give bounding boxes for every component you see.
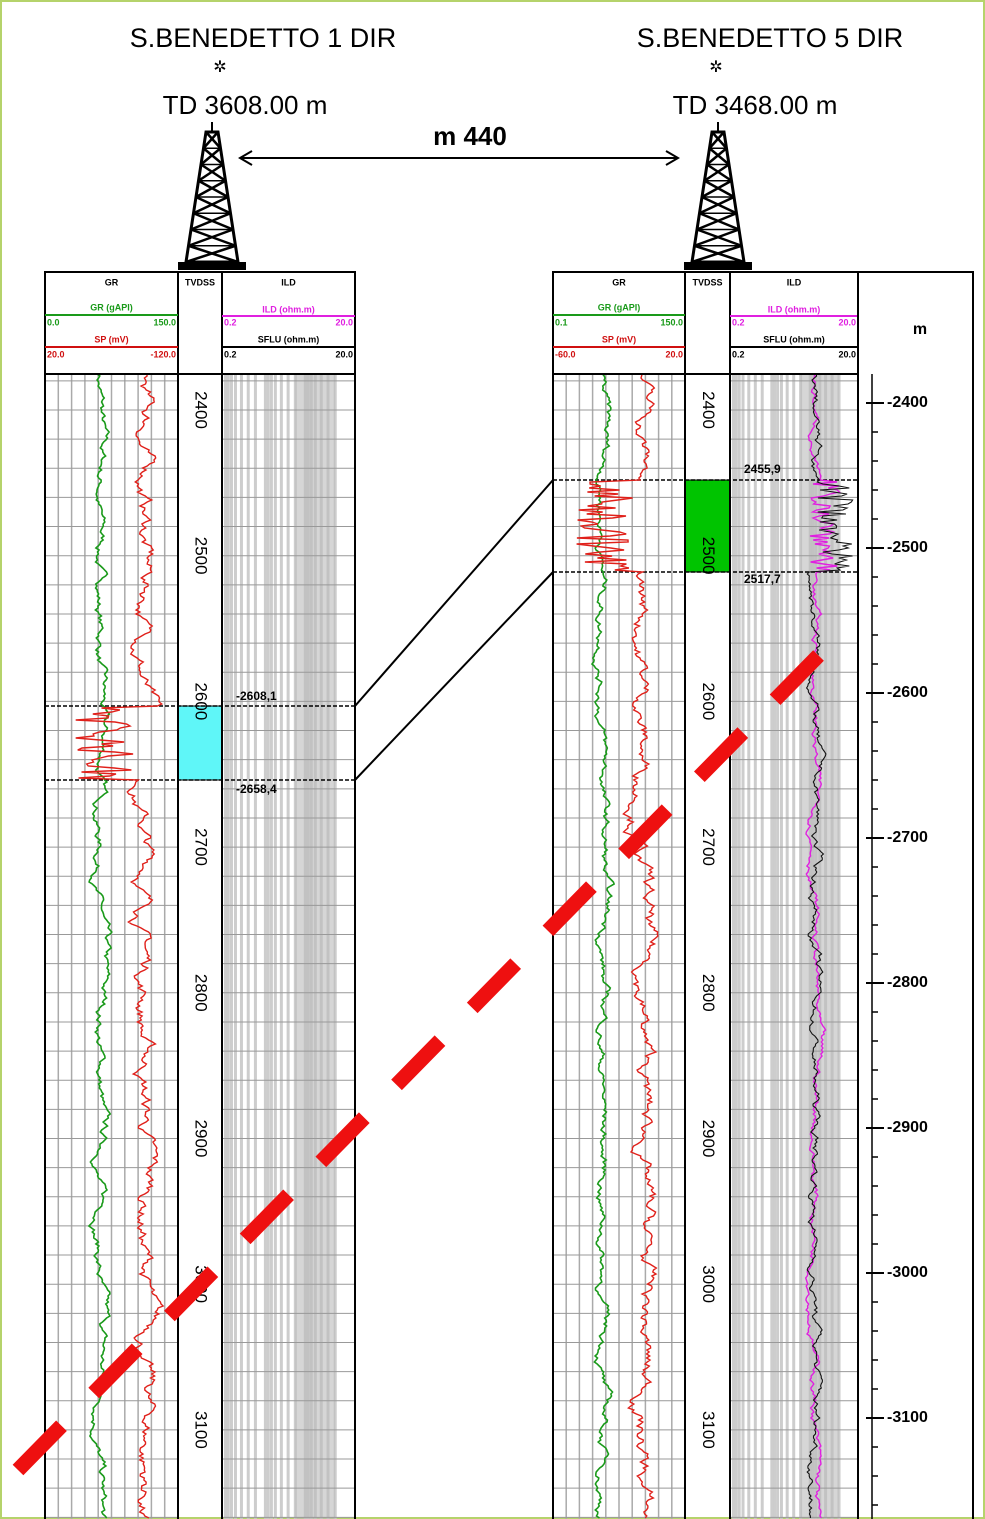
header-label: SFLU (ohm.m) xyxy=(763,334,825,344)
header-label: SFLU (ohm.m) xyxy=(258,334,320,344)
log-grid xyxy=(761,374,764,1519)
depth-label: 3100 xyxy=(192,1411,211,1449)
depth-label: 2600 xyxy=(192,682,211,720)
header-label: 0.2 xyxy=(732,317,745,327)
log-grid xyxy=(240,374,243,1519)
log-grid xyxy=(247,374,250,1519)
log-grid xyxy=(780,374,783,1519)
header-label: 0.2 xyxy=(224,317,237,327)
depth-label: 2900 xyxy=(192,1120,211,1158)
log-grid xyxy=(786,374,789,1519)
depth-label: 2900 xyxy=(699,1120,718,1158)
header-label: GR xyxy=(105,277,119,287)
header-label: 20.0 xyxy=(838,317,856,327)
header-label: ILD xyxy=(281,277,296,287)
header-label: 150.0 xyxy=(660,317,683,327)
log-grid xyxy=(234,374,237,1519)
header-label: SP (mV) xyxy=(94,334,128,344)
scale-label: -3000 xyxy=(887,1264,928,1281)
header-label: -120.0 xyxy=(150,349,176,359)
header-label: 20.0 xyxy=(47,349,65,359)
marker-label: 2517,7 xyxy=(744,572,781,586)
well-title: S.BENEDETTO 5 DIR xyxy=(637,23,904,53)
header-label: -60.0 xyxy=(555,349,576,359)
log-grid xyxy=(747,374,750,1519)
log-grid xyxy=(773,374,776,1519)
log-grid xyxy=(770,374,773,1519)
well-correlation: S.BENEDETTO 1 DIR TD 3608.00 m S.BENEDET… xyxy=(0,0,985,1519)
header-label: ILD (ohm.m) xyxy=(262,304,315,314)
scale-unit: m xyxy=(913,321,927,338)
log-grid xyxy=(792,374,795,1519)
log-grid xyxy=(227,374,230,1519)
log-grid xyxy=(270,374,273,1519)
well-symbol: ✲ xyxy=(213,59,226,76)
scale-label: -2900 xyxy=(887,1119,928,1136)
header-label: 20.0 xyxy=(838,349,856,359)
well-td: TD 3468.00 m xyxy=(673,90,838,120)
header-label: GR (gAPI) xyxy=(90,302,133,312)
marker-label: -2658,4 xyxy=(236,782,277,796)
log-band xyxy=(800,374,838,1519)
scale-label: -2600 xyxy=(887,684,928,701)
depth-label: 3100 xyxy=(699,1411,718,1449)
header-label: GR xyxy=(612,277,626,287)
header-label: TVDSS xyxy=(692,277,722,287)
log-grid xyxy=(732,374,735,1519)
header-label: GR (gAPI) xyxy=(598,302,641,312)
header-label: 20.0 xyxy=(335,349,353,359)
header-label: 0.0 xyxy=(47,317,60,327)
header-label: SP (mV) xyxy=(602,334,636,344)
log-grid xyxy=(267,374,270,1519)
header-label: ILD (ohm.m) xyxy=(768,304,821,314)
derrick-base xyxy=(684,262,752,270)
header-label: 0.2 xyxy=(224,349,237,359)
header-bg xyxy=(686,273,729,373)
well-td: TD 3608.00 m xyxy=(163,90,328,120)
log-grid xyxy=(254,374,257,1519)
log-grid xyxy=(776,374,779,1519)
log-grid xyxy=(274,374,277,1519)
log-grid xyxy=(280,374,283,1519)
log-grid xyxy=(738,374,741,1519)
header-label: 0.2 xyxy=(732,349,745,359)
scale-label: -2400 xyxy=(887,394,928,411)
header-label: 150.0 xyxy=(153,317,176,327)
depth-label: 2500 xyxy=(699,537,718,575)
depth-label: 2800 xyxy=(192,974,211,1012)
depth-label: 2700 xyxy=(699,828,718,866)
well-title: S.BENEDETTO 1 DIR xyxy=(130,23,397,53)
depth-label: 2400 xyxy=(699,391,718,429)
scale-label: -2800 xyxy=(887,974,928,991)
log-grid xyxy=(224,374,227,1519)
depth-label: 2800 xyxy=(699,974,718,1012)
header-label: 20.0 xyxy=(665,349,683,359)
log-grid xyxy=(264,374,267,1519)
scale-label: -2500 xyxy=(887,539,928,556)
depth-label: 3000 xyxy=(699,1265,718,1303)
depth-label: 2700 xyxy=(192,828,211,866)
header-label: ILD xyxy=(787,277,802,287)
scale-label: -2700 xyxy=(887,829,928,846)
marker-label: -2608,1 xyxy=(236,689,277,703)
header-bg xyxy=(179,273,221,373)
log-grid xyxy=(754,374,757,1519)
log-grid xyxy=(230,374,233,1519)
header-label: 0.1 xyxy=(555,317,568,327)
log-grid xyxy=(735,374,738,1519)
header-label: TVDSS xyxy=(185,277,215,287)
header-label: 20.0 xyxy=(335,317,353,327)
marker-label: 2455,9 xyxy=(744,462,781,476)
depth-label: 2600 xyxy=(699,682,718,720)
depth-label: 2500 xyxy=(192,537,211,575)
log-grid xyxy=(742,374,745,1519)
derrick-base xyxy=(178,262,246,270)
scale-label: -3100 xyxy=(887,1409,928,1426)
log-grid xyxy=(287,374,290,1519)
log-band xyxy=(295,374,335,1519)
distance-label: m 440 xyxy=(433,121,507,151)
depth-label: 2400 xyxy=(192,391,211,429)
well-symbol: ✲ xyxy=(709,59,722,76)
